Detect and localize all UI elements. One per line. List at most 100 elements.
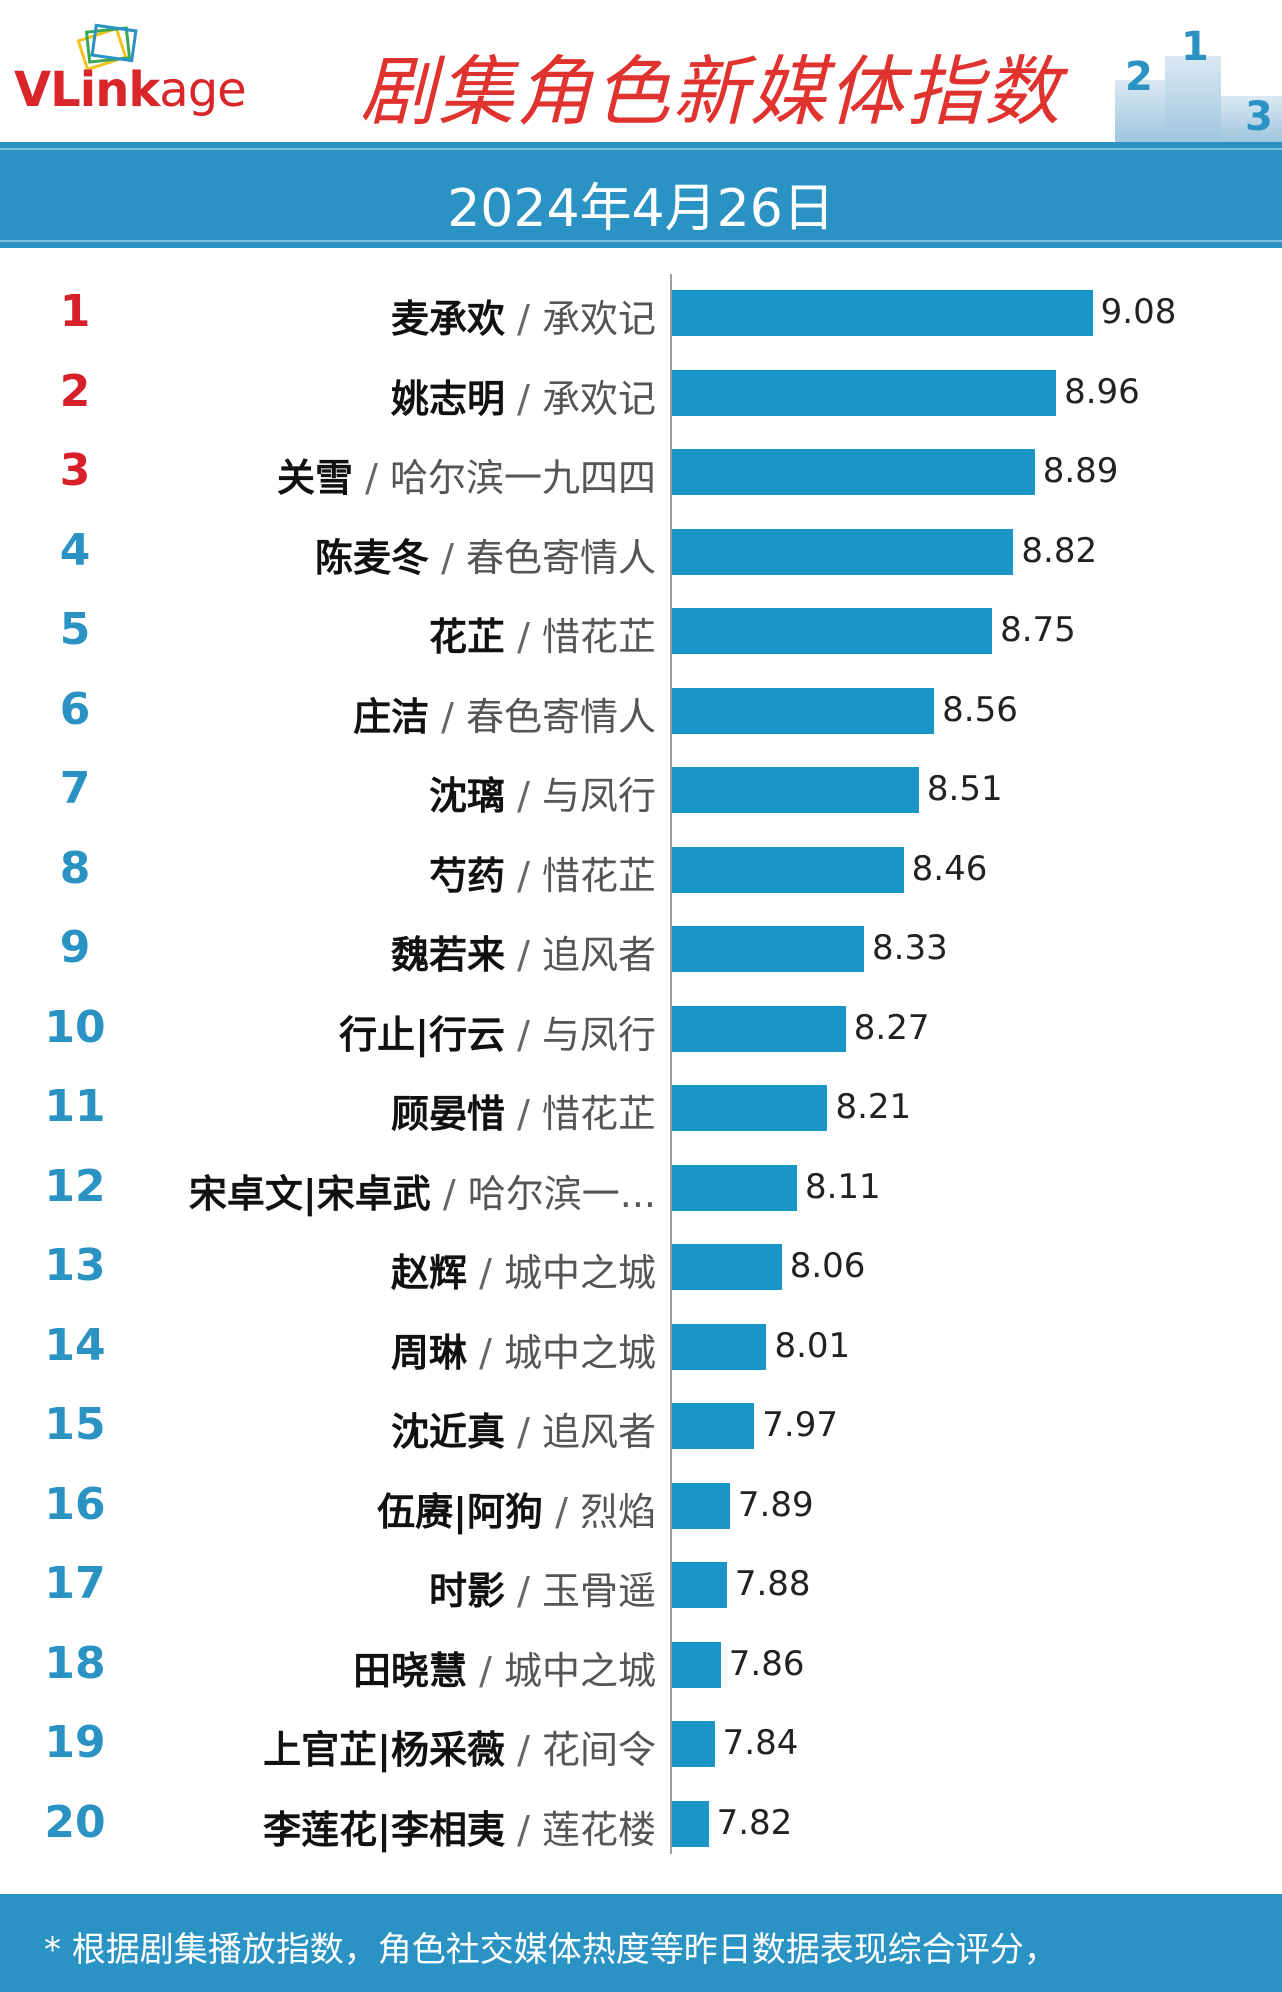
- value-bar: [672, 449, 1035, 495]
- chart-row: 13 赵辉 / 城中之城 8.06: [0, 1224, 1282, 1304]
- value-label: 8.82: [1021, 530, 1098, 571]
- label-separator: /: [505, 853, 542, 898]
- date-banner: 2024年4月26日: [0, 142, 1282, 248]
- character-name: 周琳: [391, 1330, 468, 1375]
- value-bar: [672, 1800, 709, 1847]
- value-bar: [672, 1641, 721, 1688]
- label-separator: /: [543, 1489, 580, 1534]
- podium-icon: 2 1 3: [1115, 24, 1282, 142]
- value-bar: [672, 290, 1093, 336]
- rank-number: 18: [44, 1637, 106, 1689]
- character-name: 魏若来: [391, 933, 506, 977]
- value-label: 8.56: [942, 689, 1018, 730]
- chart-row: 20 李莲花|李相夷 / 莲花楼 7.82: [0, 1781, 1282, 1861]
- label-separator: /: [505, 1012, 542, 1057]
- rank-number: 1: [59, 286, 91, 337]
- value-label: 7.97: [762, 1405, 838, 1445]
- value-label: 9.08: [1100, 292, 1177, 332]
- drama-title: 城中之城: [503, 1251, 656, 1295]
- row-label: 时影 / 玉骨遥: [429, 1560, 656, 1615]
- row-label: 麦承欢 / 承欢记: [391, 288, 656, 343]
- label-separator: /: [429, 694, 466, 739]
- rank-number: 9: [59, 922, 91, 973]
- drama-title: 与凤行: [541, 1012, 656, 1057]
- drama-title: 惜花芷: [541, 853, 656, 898]
- label-separator: /: [505, 376, 542, 421]
- drama-title: 春色寄情人: [465, 535, 656, 580]
- value-bar: [672, 926, 865, 972]
- character-name: 上官芷|杨采薇: [263, 1728, 506, 1772]
- value-bar: [672, 1721, 715, 1767]
- label-separator: /: [505, 1728, 542, 1772]
- rank-number: 20: [44, 1796, 106, 1848]
- value-label: 8.51: [926, 769, 1003, 809]
- row-label: 沈璃 / 与凤行: [429, 765, 656, 820]
- drama-title: 承欢记: [541, 297, 656, 341]
- label-separator: /: [353, 456, 390, 500]
- value-bar: [672, 369, 1057, 416]
- value-bar: [672, 1403, 755, 1449]
- row-label: 田晓慧 / 城中之城: [353, 1640, 656, 1695]
- chart-row: 6 庄洁 / 春色寄情人 8.56: [0, 668, 1282, 748]
- drama-title: 追风者: [541, 1410, 656, 1454]
- rank-number: 12: [44, 1160, 106, 1212]
- value-label: 8.33: [872, 928, 948, 968]
- value-label: 7.88: [734, 1564, 811, 1604]
- drama-title: 追风者: [541, 933, 656, 977]
- value-label: 7.84: [722, 1723, 799, 1763]
- character-name: 李莲花|李相夷: [263, 1807, 506, 1852]
- value-label: 8.21: [835, 1087, 912, 1127]
- value-bar: [672, 1482, 730, 1529]
- value-bar: [672, 1562, 727, 1608]
- value-bar: [672, 528, 1014, 575]
- character-name: 时影: [429, 1569, 506, 1613]
- rank-number: 4: [59, 524, 91, 576]
- character-name: 宋卓文|宋卓武: [188, 1171, 431, 1216]
- character-name: 麦承欢: [391, 297, 506, 341]
- row-label: 李莲花|李相夷 / 莲花楼: [263, 1799, 656, 1854]
- rank-number: 16: [44, 1478, 106, 1530]
- rank-number: 8: [59, 842, 91, 894]
- logo-text-link: Link: [50, 62, 160, 118]
- drama-title: 惜花芷: [541, 615, 656, 659]
- page-title: 剧集角色新媒体指数: [360, 47, 1062, 136]
- chart-row: 16 伍赓|阿狗 / 烈焰 7.89: [0, 1463, 1282, 1543]
- row-label: 沈近真 / 追风者: [391, 1401, 656, 1456]
- label-separator: /: [467, 1648, 504, 1693]
- value-bar: [672, 1164, 797, 1211]
- rank-number: 13: [44, 1240, 106, 1291]
- chart-row: 18 田晓慧 / 城中之城 7.86: [0, 1622, 1282, 1702]
- row-label: 陈麦冬 / 春色寄情人: [315, 527, 656, 582]
- rank-number: 2: [59, 365, 91, 417]
- row-label: 宋卓文|宋卓武 / 哈尔滨一...: [189, 1163, 656, 1218]
- chart-row: 1 麦承欢 / 承欢记 9.08: [0, 270, 1282, 350]
- label-separator: /: [505, 1807, 542, 1852]
- chart-row: 5 花芷 / 惜花芷 8.75: [0, 588, 1282, 668]
- podium-label-3: 3: [1245, 94, 1273, 140]
- row-label: 关雪 / 哈尔滨一九四四: [277, 447, 656, 502]
- chart-row: 9 魏若来 / 追风者 8.33: [0, 906, 1282, 986]
- label-separator: /: [467, 1330, 504, 1375]
- value-label: 8.46: [911, 848, 988, 889]
- chart-row: 12 宋卓文|宋卓武 / 哈尔滨一... 8.11: [0, 1145, 1282, 1225]
- footer-note: * 根据剧集播放指数，角色社交媒体热度等昨日数据表现综合评分，: [44, 1930, 1058, 1970]
- value-label: 7.82: [716, 1802, 793, 1843]
- character-name: 沈璃: [429, 774, 506, 818]
- label-separator: /: [505, 1092, 542, 1136]
- date-text: 2024年4月26日: [447, 179, 835, 239]
- logo-text: VLinkage: [14, 62, 247, 118]
- value-bar: [672, 846, 904, 893]
- value-label: 8.75: [1000, 610, 1076, 650]
- label-separator: /: [429, 535, 466, 580]
- character-name: 陈麦冬: [315, 535, 430, 580]
- drama-title: 玉骨遥: [541, 1569, 656, 1613]
- label-separator: /: [430, 1171, 468, 1216]
- value-bar: [672, 687, 935, 734]
- label-separator: /: [505, 1410, 542, 1454]
- character-name: 花芷: [429, 615, 506, 659]
- value-label: 8.01: [774, 1325, 851, 1366]
- character-name: 庄洁: [353, 694, 430, 739]
- drama-title: 烈焰: [579, 1489, 656, 1534]
- rank-number: 14: [44, 1319, 106, 1371]
- character-name: 沈近真: [391, 1410, 506, 1454]
